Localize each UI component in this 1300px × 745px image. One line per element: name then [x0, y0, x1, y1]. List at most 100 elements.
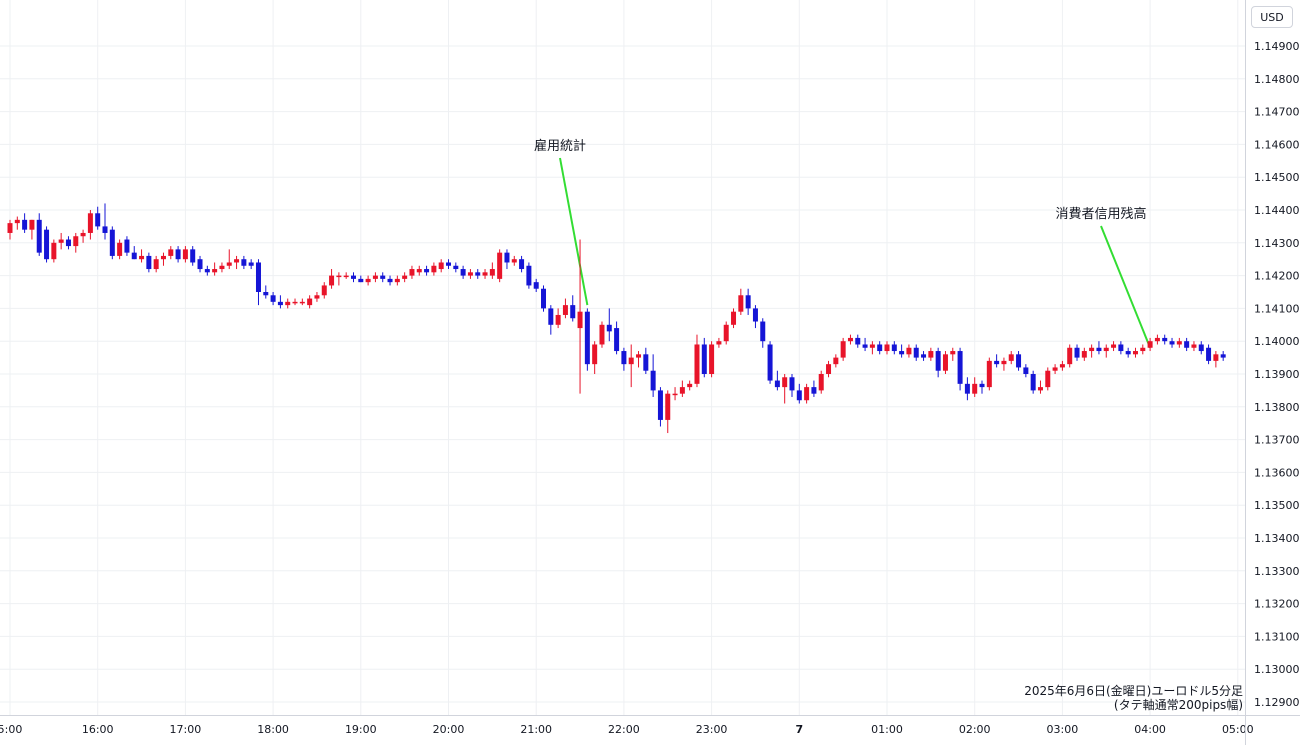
candle-body: [555, 314, 561, 325]
candle-body: [994, 360, 1000, 365]
candle-body: [884, 344, 890, 352]
candle-body: [1016, 354, 1022, 368]
x-tick-label: 7: [795, 723, 803, 736]
y-tick-label: 1.13800: [1254, 401, 1300, 414]
candle-body: [307, 298, 313, 306]
candle-body: [1045, 370, 1051, 388]
candle-body: [665, 393, 671, 420]
candle-body: [1059, 364, 1065, 368]
y-tick-label: 1.14000: [1254, 335, 1300, 348]
candle-body: [840, 341, 846, 358]
candle-body: [519, 259, 525, 270]
x-tick-label: 19:00: [345, 723, 377, 736]
annotation-pointer: [1100, 225, 1152, 349]
candle-body: [204, 269, 210, 273]
candle-body: [131, 252, 137, 260]
candle-body: [336, 275, 342, 278]
chart-note: 2025年6月6日(金曜日)ユーロドル5分足 (タテ軸通常200pips幅): [1024, 683, 1243, 712]
candle-body: [877, 344, 883, 352]
candle-body: [789, 377, 795, 391]
candle-body: [1089, 347, 1095, 352]
candle-body: [570, 305, 576, 319]
candle-body: [226, 262, 232, 266]
candle-body: [95, 213, 101, 227]
candle-body: [1001, 360, 1007, 365]
candle-body: [175, 249, 181, 260]
candle-body: [584, 311, 590, 365]
candle-body: [957, 351, 963, 384]
candle-body: [263, 292, 269, 296]
y-tick-label: 1.13400: [1254, 532, 1300, 545]
x-tick-label: 01:00: [871, 723, 903, 736]
candle-body: [1118, 344, 1124, 352]
candle-body: [752, 308, 758, 322]
candle-body: [438, 262, 444, 270]
candle-body: [767, 344, 773, 381]
candle-body: [847, 337, 853, 342]
candle-body: [533, 282, 539, 289]
candle-body: [913, 347, 919, 358]
candle-body: [899, 351, 905, 355]
candle-body: [146, 255, 152, 270]
candle-body: [270, 295, 276, 302]
candle-body: [1169, 341, 1175, 345]
candle-body: [614, 328, 620, 352]
currency-button[interactable]: USD: [1251, 6, 1293, 28]
candle-body: [621, 351, 627, 365]
candle-body: [1132, 351, 1138, 355]
candle-body: [526, 265, 532, 286]
x-tick-label: 17:00: [170, 723, 202, 736]
candle-body: [219, 265, 225, 270]
candle-body: [562, 305, 568, 315]
candle-body: [1184, 341, 1190, 348]
candle-body: [782, 377, 788, 388]
annotation-pointer: [559, 157, 589, 306]
candle-body: [942, 354, 948, 371]
candle-body: [314, 295, 320, 299]
candle-body: [358, 278, 364, 283]
y-tick-label: 1.14100: [1254, 302, 1300, 315]
candle-body: [511, 259, 517, 263]
candle-body: [577, 311, 583, 329]
x-tick-label: 23:00: [696, 723, 728, 736]
candle-body: [467, 272, 473, 276]
candle-body: [1147, 341, 1153, 348]
candle-body: [65, 239, 71, 247]
candle-body: [190, 249, 196, 263]
candle-body: [241, 259, 247, 266]
candle-body: [1176, 341, 1182, 345]
candle-body: [606, 324, 612, 332]
candle-body: [979, 383, 985, 388]
candle-body: [833, 357, 839, 365]
candle-body: [1162, 337, 1168, 342]
candle-body: [1052, 367, 1058, 371]
candle-body: [1213, 354, 1219, 361]
candle-body: [394, 278, 400, 283]
y-tick-label: 1.13000: [1254, 663, 1300, 676]
candle-body: [329, 275, 335, 286]
candle-body: [1008, 354, 1014, 361]
candle-body: [453, 265, 459, 270]
candle-body: [687, 383, 693, 388]
candle-body: [212, 269, 218, 273]
x-tick-label: 16:00: [82, 723, 114, 736]
candle-body: [804, 387, 810, 401]
x-tick-label: 03:00: [1047, 723, 1079, 736]
candle-body: [1125, 351, 1131, 355]
x-tick-label: 05:00: [1222, 723, 1254, 736]
candle-body: [811, 387, 817, 394]
candle-body: [950, 351, 956, 355]
candle-body: [599, 324, 605, 345]
candle-body: [723, 324, 729, 342]
candle-body: [1220, 354, 1226, 358]
candle-body: [168, 249, 174, 256]
y-tick-label: 1.13200: [1254, 598, 1300, 611]
x-tick-label: 21:00: [520, 723, 552, 736]
candle-body: [760, 321, 766, 342]
chart-note-line-1: 2025年6月6日(金曜日)ユーロドル5分足: [1024, 683, 1243, 698]
candle-body: [87, 213, 93, 233]
candle-body: [701, 344, 707, 374]
annotation-label: 雇用統計: [534, 138, 586, 154]
